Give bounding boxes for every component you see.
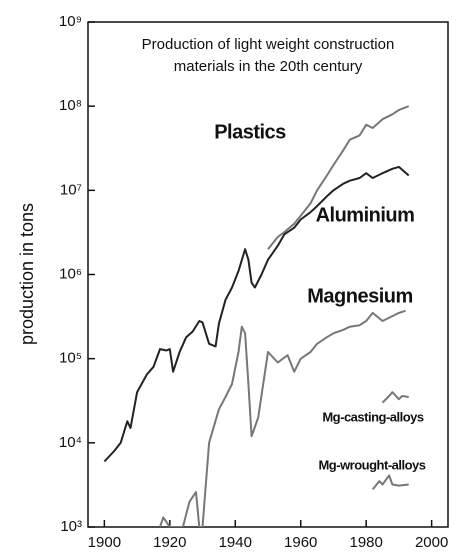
- y-tick-label: 10³: [60, 518, 82, 535]
- y-axis-label: production in tons: [17, 203, 37, 345]
- series-label: Mg-casting-alloys: [322, 409, 424, 424]
- x-tick-label: 1920: [153, 534, 186, 551]
- x-tick-label: 1980: [349, 534, 382, 551]
- chart-title: materials in the 20th century: [174, 58, 363, 75]
- chart-title: Production of light weight construction: [142, 36, 395, 53]
- series-line: [381, 391, 409, 404]
- series-label: Magnesium: [307, 285, 413, 307]
- y-tick-label: 10⁹: [59, 13, 82, 30]
- y-tick-label: 10⁵: [59, 350, 82, 367]
- x-tick-label: 1960: [284, 534, 317, 551]
- y-tick-label: 10⁶: [59, 265, 82, 282]
- y-tick-label: 10⁴: [59, 434, 82, 451]
- series-line: [267, 105, 410, 250]
- series-label: Mg-wrought-alloys: [318, 457, 425, 472]
- y-tick-label: 10⁷: [60, 181, 82, 198]
- series-line: [159, 309, 406, 527]
- x-tick-label: 1940: [219, 534, 252, 551]
- series-line: [103, 165, 410, 463]
- plot-frame: [87, 21, 449, 528]
- x-tick-label: 1900: [88, 534, 121, 551]
- x-tick-label: 2000: [415, 534, 448, 551]
- series-line: [371, 474, 409, 491]
- series-label: Plastics: [214, 121, 286, 143]
- y-tick-label: 10⁸: [59, 97, 82, 114]
- series-label: Aluminium: [316, 204, 415, 226]
